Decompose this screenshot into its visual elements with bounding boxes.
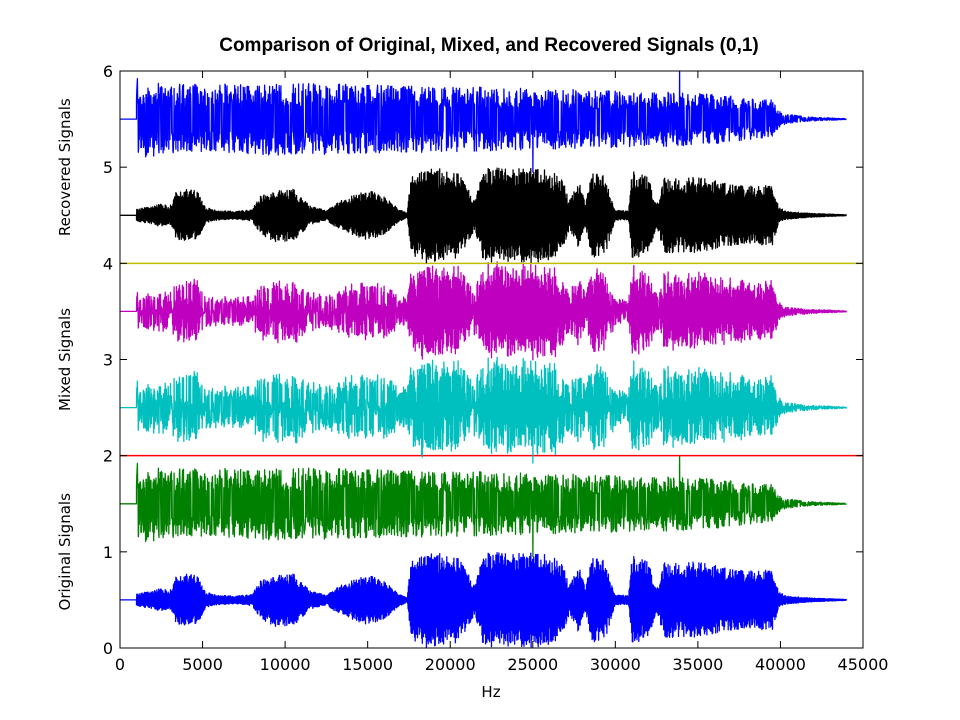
axes-layer: 0 5000 10000 15000 20000 25000 30000 35000 40000…	[103, 62, 889, 674]
y-tick-label: 3	[103, 351, 113, 370]
signal-line-recovered-7	[120, 70, 847, 173]
y-tick-label: 1	[103, 543, 113, 562]
plot-frame	[119, 70, 864, 649]
x-axis-label: Hz	[481, 683, 500, 701]
y-group-label: Recovered Signals	[56, 98, 74, 236]
y-tick-label: 4	[103, 254, 113, 273]
x-tick-label: 40000	[755, 655, 806, 674]
signal-line-original-1	[120, 455, 847, 558]
y-group-labels: Original Signals Mixed Signals Recovered S…	[56, 98, 74, 610]
x-tick-label: 30000	[590, 655, 641, 674]
signal-line-original-0	[120, 552, 848, 648]
signal-line-mixed-3	[120, 356, 848, 464]
x-tick-label: 20000	[425, 655, 476, 674]
y-tick-label: 0	[103, 639, 113, 658]
signal-line-mixed-4	[120, 261, 848, 361]
y-group-label: Mixed Signals	[56, 308, 74, 411]
chart-title: Comparison of Original, Mixed, and Recov…	[219, 35, 759, 56]
y-group-label: Original Signals	[56, 493, 74, 611]
y-tick-label: 5	[103, 158, 113, 177]
x-tick-label: 10000	[260, 655, 311, 674]
x-tick-label: 5000	[182, 655, 223, 674]
x-tick-label: 45000	[838, 655, 889, 674]
y-tick-label: 2	[103, 447, 113, 466]
x-tick-label: 15000	[342, 655, 393, 674]
series-layer	[120, 70, 863, 648]
x-tick-label: 35000	[672, 655, 723, 674]
y-tick-label: 6	[103, 62, 113, 81]
x-tick-label: 0	[115, 655, 125, 674]
signal-line-recovered-6	[120, 167, 848, 264]
x-tick-label: 25000	[507, 655, 558, 674]
